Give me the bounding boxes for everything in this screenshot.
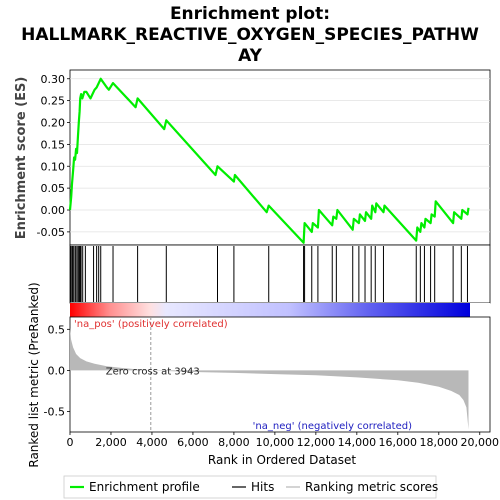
legend-label-metric: Ranking metric scores [305,480,438,494]
metric-xtick-label: 2,000 [95,436,127,449]
hits-panel-frame [69,244,491,304]
metric-xtick-label: 16,000 [379,436,418,449]
chart-title-line1: Enrichment plot: [170,4,330,24]
es-ytick-label: 0.30 [41,73,66,86]
metric-ytick-label: 0.5 [48,323,66,336]
metric-yaxis-label: Ranked list metric (PreRanked) [27,282,41,467]
metric-xtick-label: 18,000 [420,436,459,449]
legend: Enrichment profile Hits Ranking metric s… [63,475,438,499]
legend-label-enrichment: Enrichment profile [89,480,200,494]
legend-label-hits: Hits [251,480,274,494]
legend-frame [63,475,437,499]
rank-color-bar [70,303,470,317]
metric-xtick-label: 12,000 [297,436,336,449]
es-ytick-label: 0.10 [41,160,66,173]
es-panel: -0.05 0.00 0.05 0.10 0.15 0.20 0.25 0.30 Enrich… [14,69,491,246]
es-ytick-label: 0.25 [41,95,66,108]
metric-yaxis-ticks: -0.5 0.0 0.5 [44,323,70,418]
metric-xtick-label: 8,000 [218,436,250,449]
hits-panel [69,244,491,304]
metric-xtick-label: 0 [67,436,74,449]
es-ytick-label: -0.05 [37,226,65,239]
metric-xtick-label: 20,000 [461,436,500,449]
positive-correlation-label: 'na_pos' (positively correlated) [74,319,228,330]
metric-xtick-label: 6,000 [177,436,209,449]
negative-correlation-label: 'na_neg' (negatively correlated) [253,421,412,432]
metric-xaxis-ticks: 0 2,000 4,000 6,000 8,000 10,000 12,000 14,000 1… [67,432,500,449]
es-ytick-label: 0.20 [41,117,66,130]
rank-color-bar-tail [470,303,490,317]
metric-ytick-label: -0.5 [44,405,65,418]
metric-xtick-label: 10,000 [256,436,295,449]
metric-xaxis-label: Rank in Ordered Dataset [208,453,356,467]
chart-title-line3: AY [238,46,263,66]
metric-ytick-label: 0.0 [48,364,66,377]
zero-cross-annotation: Zero cross at 3943 [106,366,200,377]
es-ytick-label: 0.15 [41,138,66,151]
chart-title-line2: HALLMARK_REACTIVE_OXYGEN_SPECIES_PATHW [21,25,479,45]
enrichment-profile-line [68,77,470,244]
es-ytick-label: 0.00 [41,204,66,217]
metric-panel: -0.5 0.0 0.5 0 2,000 4,000 6,000 8,000 10,000 12… [27,282,499,467]
es-yaxis-label: Enrichment score (ES) [14,77,29,240]
metric-xtick-label: 14,000 [338,436,377,449]
es-ytick-label: 0.05 [41,182,66,195]
hit-markers [70,246,468,302]
metric-xtick-label: 4,000 [136,436,168,449]
es-panel-frame [69,69,491,246]
es-yaxis-ticks: -0.05 0.00 0.05 0.10 0.15 0.20 0.25 0.30 [37,73,70,239]
ranking-metric-area [70,327,469,430]
